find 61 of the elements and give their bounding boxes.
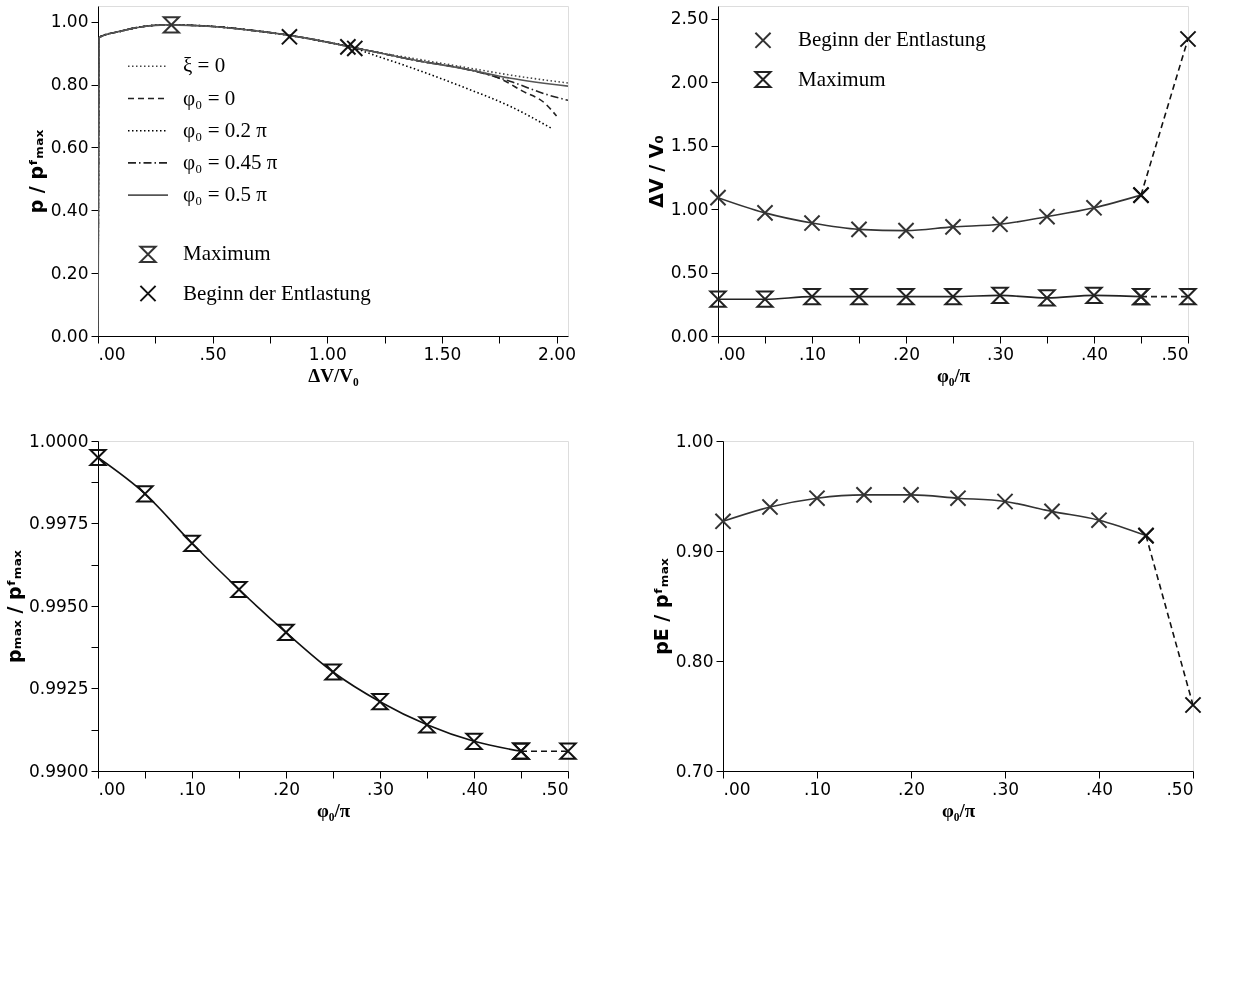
- y-tick-label: 1.00: [50, 11, 89, 32]
- x-tick-label: .10: [798, 343, 827, 364]
- x-tick-label: .20: [892, 343, 921, 364]
- x-tick-label: 1.50: [423, 343, 462, 364]
- legend-label: Maximum: [798, 66, 886, 91]
- y-tick-label: 1.00: [670, 198, 709, 219]
- y-tick-label: 0.50: [670, 262, 709, 283]
- x-tick-label: .50: [1161, 343, 1189, 364]
- legend-label: Maximum: [183, 241, 271, 266]
- x-tick-label: .40: [1085, 778, 1114, 799]
- x-tick-label: .30: [986, 343, 1015, 364]
- y-tick-label: 0.40: [50, 199, 89, 220]
- legend-label: φ₀ = 0.45 π: [183, 149, 278, 174]
- y-tick-label: 0.90: [675, 540, 714, 561]
- legend-label: φ₀ = 0.2 π: [183, 117, 268, 142]
- y-tick-label: 0.00: [670, 325, 709, 346]
- x-tick-label: .10: [178, 778, 207, 799]
- x-tick-label: .00: [98, 778, 126, 799]
- y-tick-label: 0.20: [50, 262, 89, 283]
- x-tick-label: .10: [803, 778, 832, 799]
- y-tick-label: 0.00: [50, 325, 89, 346]
- x-tick-label: .40: [460, 778, 489, 799]
- y-tick-label: 0.70: [675, 760, 714, 781]
- y-tick-label: 0.9900: [29, 760, 89, 781]
- x-tick-label: .00: [98, 343, 126, 364]
- y-axis-title: pₘₐₓ / pᶠₘₐₓ: [3, 549, 26, 663]
- x-tick-label: .50: [199, 343, 227, 364]
- legend-label: φ₀ = 0: [183, 85, 236, 110]
- legend-label: Beginn der Entlastung: [183, 280, 372, 305]
- y-tick-label: 0.9950: [29, 595, 89, 616]
- y-tick-label: 1.50: [670, 135, 709, 156]
- x-axis-title: φ₀/π: [316, 799, 351, 821]
- x-tick-label: .30: [991, 778, 1020, 799]
- x-tick-label: .40: [1080, 343, 1109, 364]
- legend-label: φ₀ = 0.5 π: [183, 182, 268, 207]
- y-tick-label: 2.00: [670, 71, 709, 92]
- x-tick-label: .50: [1166, 778, 1194, 799]
- x-tick-label: 2.00: [538, 343, 576, 364]
- x-tick-label: .00: [723, 778, 751, 799]
- x-axis-title: ΔV/V₀: [308, 364, 359, 386]
- x-tick-label: .30: [366, 778, 395, 799]
- x-axis-title: φ₀/π: [936, 364, 971, 386]
- y-tick-label: 0.80: [50, 74, 89, 95]
- y-tick-label: 2.50: [670, 8, 709, 29]
- y-axis-title: ΔV / V₀: [644, 135, 667, 208]
- y-tick-label: 0.9925: [29, 678, 89, 698]
- y-tick-label: 0.60: [50, 136, 89, 157]
- x-tick-label: .00: [718, 343, 746, 364]
- x-tick-label: 1.00: [308, 343, 347, 364]
- x-tick-label: .50: [541, 778, 569, 799]
- legend-label: ξ = 0: [183, 53, 226, 78]
- y-tick-label: 1.00: [675, 430, 714, 451]
- y-tick-label: 0.9975: [29, 513, 89, 533]
- y-axis-title: p / pᶠₘₐₓ: [24, 129, 47, 214]
- y-tick-label: 0.80: [675, 650, 714, 671]
- y-tick-label: 1.0000: [29, 430, 89, 451]
- x-tick-label: .20: [897, 778, 926, 799]
- x-axis-title: φ₀/π: [941, 799, 976, 821]
- legend-label: Beginn der Entlastung: [798, 27, 987, 52]
- x-tick-label: .20: [272, 778, 301, 799]
- y-axis-title: pE / pᶠₘₐₓ: [649, 558, 672, 655]
